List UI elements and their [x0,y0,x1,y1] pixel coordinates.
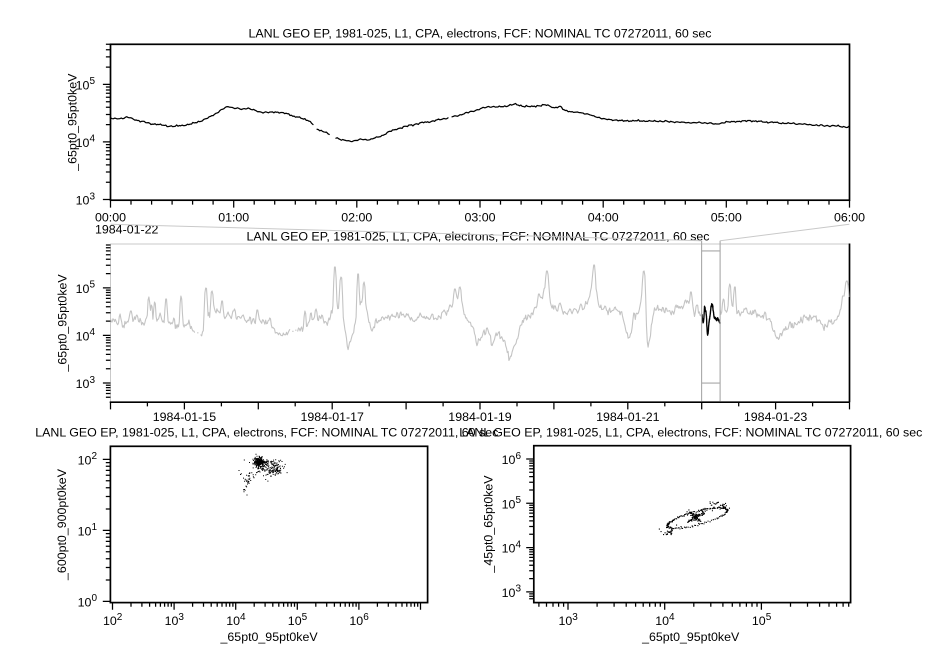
svg-text:1984-01-15: 1984-01-15 [153,410,216,424]
svg-text:04:00: 04:00 [588,210,619,224]
svg-text:01:00: 01:00 [218,210,249,224]
svg-text:00:00: 00:00 [95,210,126,224]
svg-text:_600pt0_900pt0keV: _600pt0_900pt0keV [55,468,69,581]
svg-text:LANL GEO EP, 1981-025, L1, CPA: LANL GEO EP, 1981-025, L1, CPA, electron… [248,26,711,40]
svg-text:1984-01-19: 1984-01-19 [448,410,511,424]
svg-text:LANL GEO EP, 1981-025, L1, CPA: LANL GEO EP, 1981-025, L1, CPA, electron… [246,230,709,244]
svg-text:06:00: 06:00 [834,210,865,224]
svg-text:LANL GEO EP, 1981-025, L1, CPA: LANL GEO EP, 1981-025, L1, CPA, electron… [459,425,922,439]
svg-text:1984-01-17: 1984-01-17 [301,410,364,424]
svg-text:03:00: 03:00 [464,210,495,224]
svg-text:1984-01-21: 1984-01-21 [596,410,659,424]
svg-text:_45pt0_65pt0keV: _45pt0_65pt0keV [482,475,496,574]
svg-text:1984-01-23: 1984-01-23 [744,410,807,424]
svg-text:_65pt0_95pt0keV: _65pt0_95pt0keV [56,274,70,373]
svg-text:_65pt0_95pt0keV: _65pt0_95pt0keV [641,630,740,644]
svg-text:_65pt0_95pt0keV: _65pt0_95pt0keV [220,630,319,644]
svg-text:_65pt0_95pt0keV: _65pt0_95pt0keV [66,73,80,172]
svg-text:LANL GEO EP, 1981-025, L1, CPA: LANL GEO EP, 1981-025, L1, CPA, electron… [35,425,498,439]
svg-text:1984-01-22: 1984-01-22 [95,223,158,237]
svg-text:05:00: 05:00 [711,210,742,224]
svg-text:02:00: 02:00 [341,210,372,224]
